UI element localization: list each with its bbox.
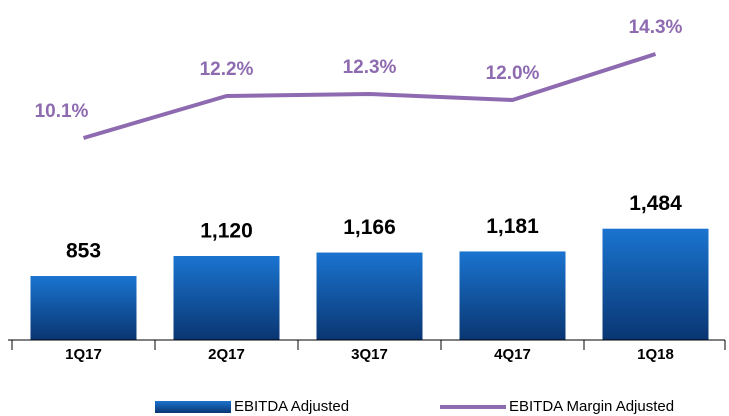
bar-value-label: 1,120 — [200, 220, 253, 243]
line-value-label: 12.2% — [200, 59, 254, 80]
bar-value-label: 853 — [66, 240, 101, 263]
bar — [316, 252, 423, 340]
legend-label: EBITDA Margin Adjusted — [509, 398, 674, 415]
bar — [173, 256, 280, 340]
bar-value-label: 1,484 — [629, 192, 682, 215]
bar — [602, 228, 709, 340]
bar-value-label: 1,166 — [343, 216, 396, 239]
line-value-label: 14.3% — [629, 17, 683, 38]
line-value-label: 10.1% — [35, 101, 89, 122]
line-value-label: 12.3% — [343, 57, 397, 78]
x-tick-label: 2Q17 — [208, 346, 245, 363]
legend-swatch — [155, 401, 231, 413]
bar-value-label: 1,181 — [486, 215, 539, 238]
x-tick-label: 1Q17 — [65, 346, 102, 363]
x-tick-label: 4Q17 — [494, 346, 531, 363]
bar — [30, 276, 137, 340]
line-value-label: 12.0% — [486, 63, 540, 84]
bar — [459, 251, 566, 340]
x-tick-label: 3Q17 — [351, 346, 388, 363]
legend-label: EBITDA Adjusted — [234, 398, 349, 415]
x-tick-label: 1Q18 — [637, 346, 674, 363]
margin-line — [82, 52, 657, 140]
